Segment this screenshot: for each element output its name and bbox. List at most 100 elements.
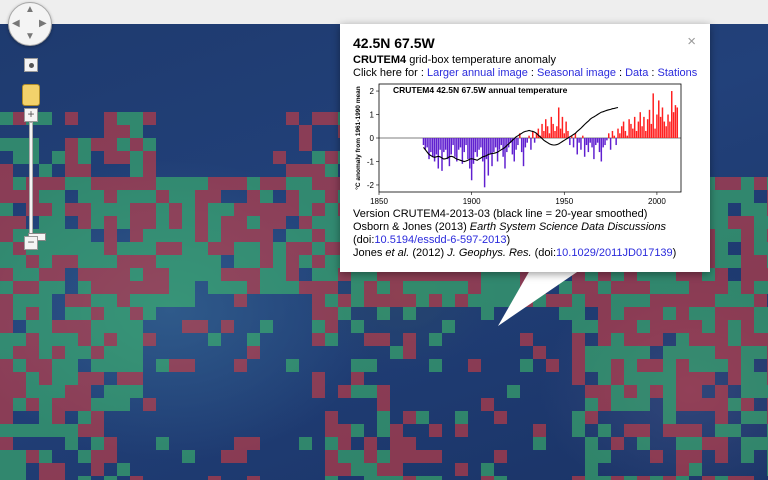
- grid-cell: [39, 385, 52, 398]
- doi-link-jgr[interactable]: 10.1029/2011JD017139: [556, 247, 673, 259]
- grid-cell: [299, 281, 312, 294]
- grid-cell: [728, 229, 741, 242]
- doi-link-essdd[interactable]: 10.5194/essdd-6-597-2013: [374, 234, 507, 246]
- grid-cell: [585, 476, 598, 480]
- pan-right-icon[interactable]: ▶: [39, 18, 47, 29]
- pan-up-icon[interactable]: ▲: [25, 4, 35, 15]
- link-data[interactable]: Data: [625, 67, 649, 79]
- grid-cell: [416, 411, 429, 424]
- grid-cell: [13, 450, 26, 463]
- grid-cell: [663, 359, 676, 372]
- grid-cell: [494, 281, 507, 294]
- grid-cell: [91, 281, 104, 294]
- grid-cell: [754, 255, 767, 268]
- grid-cell: [715, 450, 728, 463]
- grid-cell: [13, 346, 26, 359]
- grid-cell: [169, 294, 182, 307]
- link-larger-annual-image[interactable]: Larger annual image: [426, 67, 528, 79]
- grid-cell: [741, 255, 754, 268]
- grid-cell: [663, 398, 676, 411]
- grid-cell: [156, 216, 169, 229]
- grid-cell: [650, 372, 663, 385]
- grid-cell: [403, 294, 416, 307]
- grid-cell: [39, 177, 52, 190]
- grid-cell: [39, 255, 52, 268]
- grid-cell: [715, 385, 728, 398]
- my-location-button[interactable]: [24, 58, 38, 72]
- grid-cell: [754, 216, 767, 229]
- bar: [578, 138, 580, 143]
- bar: [606, 138, 608, 141]
- grid-cell: [169, 242, 182, 255]
- grid-cell: [273, 255, 286, 268]
- grid-cell: [117, 463, 130, 476]
- grid-cell: [52, 151, 65, 164]
- grid-cell: [65, 385, 78, 398]
- grid-cell: [247, 437, 260, 450]
- bar: [480, 138, 482, 148]
- chart-title: CRUTEM4 42.5N 67.5W annual temperature: [393, 85, 568, 95]
- grid-cell: [0, 138, 13, 151]
- grid-cell: [715, 359, 728, 372]
- zoom-track[interactable]: [28, 122, 46, 241]
- grid-cell: [598, 294, 611, 307]
- bar: [665, 126, 667, 138]
- grid-cell: [429, 333, 442, 346]
- grid-cell: [117, 346, 130, 359]
- bar: [661, 107, 664, 138]
- grid-cell: [260, 203, 273, 216]
- bar: [557, 107, 560, 138]
- bar: [474, 138, 477, 153]
- ref2-doi-suffix: ): [672, 247, 677, 259]
- grid-cell: [104, 476, 117, 480]
- grid-cell: [624, 385, 637, 398]
- grid-cell: [143, 294, 156, 307]
- grid-cell: [143, 177, 156, 190]
- grid-cell: [390, 294, 403, 307]
- bar: [620, 126, 623, 138]
- grid-cell: [325, 112, 338, 125]
- pan-down-icon[interactable]: ▼: [25, 31, 35, 42]
- grid-cell: [598, 281, 611, 294]
- grid-cell: [572, 424, 585, 437]
- grid-cell: [143, 255, 156, 268]
- grid-cell: [221, 229, 234, 242]
- pan-control[interactable]: ▲ ▼ ◀ ▶: [8, 2, 52, 46]
- grid-cell: [169, 359, 182, 372]
- pan-left-icon[interactable]: ◀: [12, 18, 20, 29]
- grid-cell: [39, 203, 52, 216]
- grid-cell: [208, 476, 221, 480]
- zoom-out-button[interactable]: −: [24, 236, 38, 250]
- grid-cell: [0, 411, 13, 424]
- zoom-slider[interactable]: + −: [24, 108, 46, 250]
- grid-cell: [637, 424, 650, 437]
- grid-cell: [195, 177, 208, 190]
- grid-cell: [754, 229, 767, 242]
- grid-cell: [260, 190, 273, 203]
- grid-cell: [689, 333, 702, 346]
- grid-cell: [104, 437, 117, 450]
- zoom-in-button[interactable]: +: [24, 108, 38, 122]
- link-seasonal-image[interactable]: Seasonal image: [537, 67, 616, 79]
- street-view-pegman-icon[interactable]: [22, 84, 40, 106]
- bar: [626, 135, 629, 138]
- grid-cell: [247, 229, 260, 242]
- grid-cell: [416, 281, 429, 294]
- link-stations[interactable]: Stations: [657, 67, 698, 79]
- grid-cell: [208, 281, 221, 294]
- grid-cell: [52, 268, 65, 281]
- grid-cell: [741, 372, 754, 385]
- grid-cell: [325, 190, 338, 203]
- grid-cell: [598, 359, 611, 372]
- popup-title: 42.5N 67.5W: [353, 35, 435, 51]
- grid-cell: [650, 320, 663, 333]
- close-icon[interactable]: ×: [687, 33, 696, 50]
- grid-cell: [78, 151, 91, 164]
- grid-cell: [143, 112, 156, 125]
- grid-cell: [624, 424, 637, 437]
- grid-cell: [104, 112, 117, 125]
- bar: [461, 138, 464, 164]
- grid-cell: [65, 294, 78, 307]
- grid-cell: [468, 281, 481, 294]
- grid-cell: [754, 320, 767, 333]
